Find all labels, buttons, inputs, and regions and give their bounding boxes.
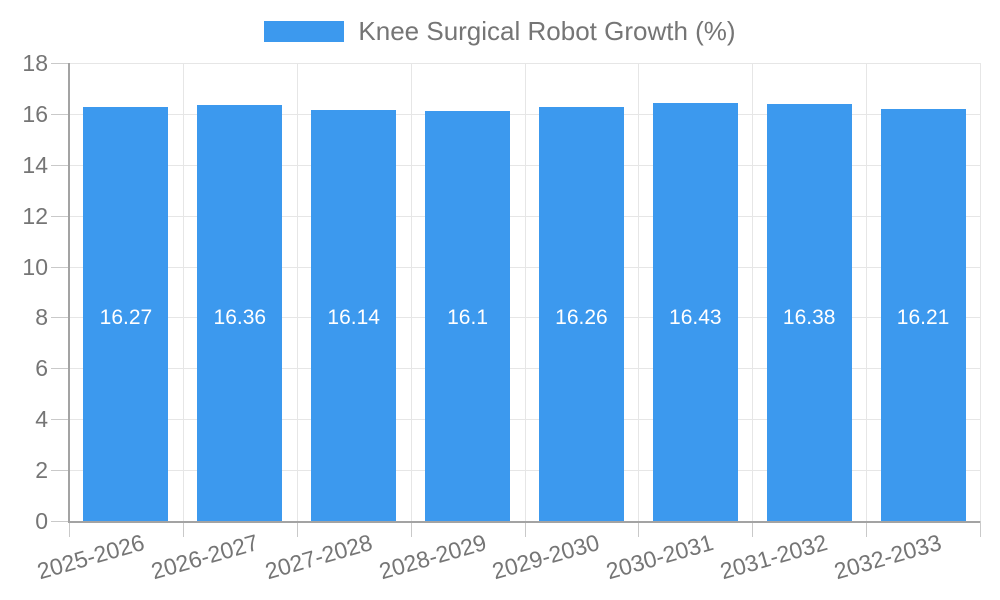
legend-swatch-icon	[264, 20, 345, 42]
y-tick-label: 2	[35, 457, 48, 484]
y-tick-label: 4	[35, 406, 48, 433]
y-tick-label: 14	[22, 151, 48, 178]
x-axis-tick	[296, 521, 298, 537]
x-axis-tick	[752, 521, 754, 537]
bar-value-label: 16.38	[782, 306, 836, 329]
x-axis-tick	[638, 521, 640, 537]
y-axis-tick	[51, 164, 69, 166]
x-axis-tick	[182, 521, 184, 537]
bar-value-label: 16.1	[447, 306, 488, 329]
x-gridline	[524, 63, 526, 521]
y-tick-label: 8	[35, 304, 48, 331]
x-gridline	[410, 63, 412, 521]
bar-2031-2032[interactable]	[766, 104, 852, 521]
bar-2028-2029[interactable]	[425, 111, 511, 521]
x-gridline	[980, 63, 981, 521]
x-axis-tick	[980, 521, 981, 537]
y-tick-label: 12	[22, 202, 48, 229]
y-axis-tick	[51, 419, 69, 421]
legend-label: Knee Surgical Robot Growth (%)	[358, 16, 736, 46]
bar-value-label: 16.14	[327, 306, 380, 329]
y-tick-label: 10	[22, 253, 48, 280]
y-tick-label: 16	[22, 100, 48, 127]
bar-value-label: 16.36	[213, 306, 267, 329]
x-axis-tick	[69, 521, 70, 537]
x-gridline	[752, 63, 754, 521]
x-axis-tick	[410, 521, 412, 537]
bar-2029-2030[interactable]	[538, 107, 624, 521]
x-axis-tick	[524, 521, 526, 537]
x-gridline	[638, 63, 640, 521]
y-axis-tick	[51, 521, 69, 522]
y-axis-tick	[51, 215, 69, 217]
y-axis-tick	[51, 470, 69, 472]
bar-2026-2027[interactable]	[197, 104, 283, 521]
y-tick-label: 6	[35, 355, 48, 382]
y-axis-tick	[51, 63, 69, 64]
bar-2030-2031[interactable]	[652, 102, 738, 521]
y-axis-tick	[51, 113, 69, 115]
x-gridline	[866, 63, 868, 521]
y-axis-tick	[51, 266, 69, 268]
bar-value-label: 16.21	[896, 306, 950, 329]
bar-value-label: 16.27	[99, 306, 153, 329]
x-gridline	[296, 63, 298, 521]
y-tick-label: 0	[35, 508, 48, 534]
legend[interactable]: Knee Surgical Robot Growth (%)	[0, 18, 1000, 44]
x-gridline	[182, 63, 184, 521]
bar-value-label: 16.43	[669, 306, 722, 329]
bar-2027-2028[interactable]	[311, 110, 397, 521]
bar-2032-2033[interactable]	[880, 108, 966, 521]
y-axis-tick	[51, 317, 69, 319]
bar-value-label: 16.26	[555, 306, 608, 329]
x-axis-line	[69, 521, 980, 523]
y-axis-line	[68, 63, 70, 523]
y-axis-tick	[51, 368, 69, 370]
x-axis-tick	[866, 521, 868, 537]
bar-2025-2026[interactable]	[83, 107, 169, 521]
y-tick-label: 18	[22, 50, 48, 76]
